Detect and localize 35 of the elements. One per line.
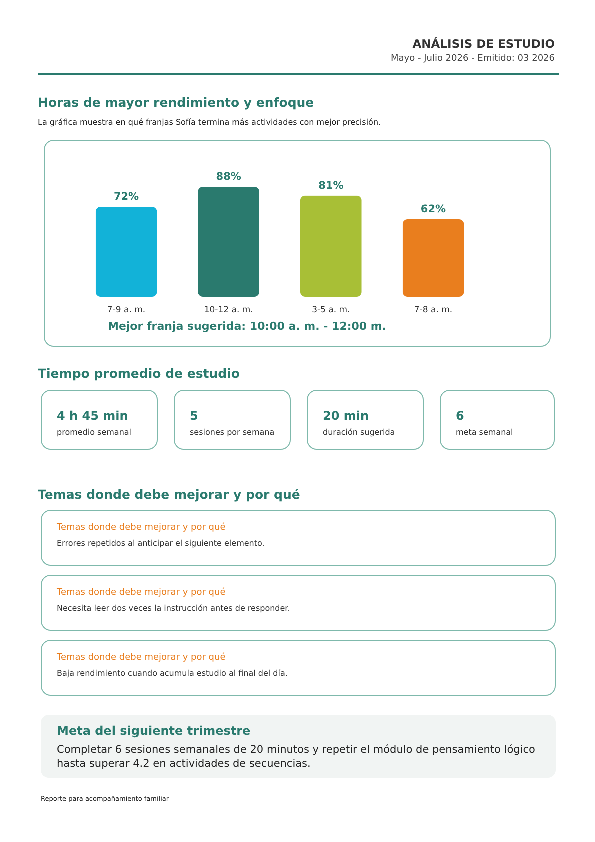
- text: sesiones por semana: [190, 428, 276, 437]
- x-tick-label: 3-5 a. m.: [312, 306, 350, 316]
- text: meta semanal: [456, 428, 514, 437]
- x-tick-label: 7-8 a. m.: [414, 306, 453, 316]
- text: Mayo - Julio 2026 - Emitido: 03 2026: [391, 54, 555, 64]
- text: ANÁLISIS DE ESTUDIO: [412, 37, 555, 51]
- text: Tiempo promedio de estudio: [38, 366, 240, 381]
- data-label: 88%: [216, 171, 242, 183]
- x-tick-label: 10-12 a. m.: [204, 306, 254, 316]
- text: Temas donde debe mejorar y por qué: [57, 588, 227, 598]
- text: 5: [190, 409, 200, 423]
- bar: [96, 207, 158, 297]
- text: Completar 6 sesiones semanales de 20 minutos y repetir el módulo de pensamiento lógico hasta superar 4.2 en actividades de secuencias.: [57, 743, 536, 772]
- text: Baja rendimiento cuando acumula estudio al final del día.: [57, 669, 289, 678]
- text: Temas donde debe mejorar y por qué: [57, 653, 227, 663]
- text: 6: [456, 409, 466, 423]
- text: 4 h 45 min: [57, 409, 130, 423]
- text: Temas donde debe mejorar y por qué: [57, 523, 227, 533]
- text: Necesita leer dos veces la instrucción antes de responder.: [57, 604, 292, 613]
- data-label: 81%: [318, 180, 344, 192]
- text: Temas donde debe mejorar y por qué: [38, 487, 300, 502]
- chart-subtitle: La gráfica muestra en qué franjas Sofía termina más actividades con mejor precisión.: [38, 118, 382, 127]
- chart-title: Horas de mayor rendimiento y enfoque: [38, 95, 314, 110]
- data-label: 62%: [420, 204, 447, 216]
- bar: [402, 220, 464, 297]
- text: Meta del siguiente trimestre: [57, 724, 252, 738]
- text: 20 min: [323, 409, 370, 423]
- bar: [300, 196, 362, 297]
- text: promedio semanal: [57, 428, 133, 437]
- bar: [198, 187, 260, 297]
- x-tick-label: 7-9 a. m.: [107, 306, 146, 316]
- text: duración sugerida: [323, 428, 396, 437]
- text: Mejor franja sugerida: 10:00 a. m. - 12:00 m.: [108, 320, 387, 333]
- text: Errores repetidos al anticipar el siguiente elemento.: [57, 539, 266, 548]
- data-label: 72%: [114, 191, 140, 203]
